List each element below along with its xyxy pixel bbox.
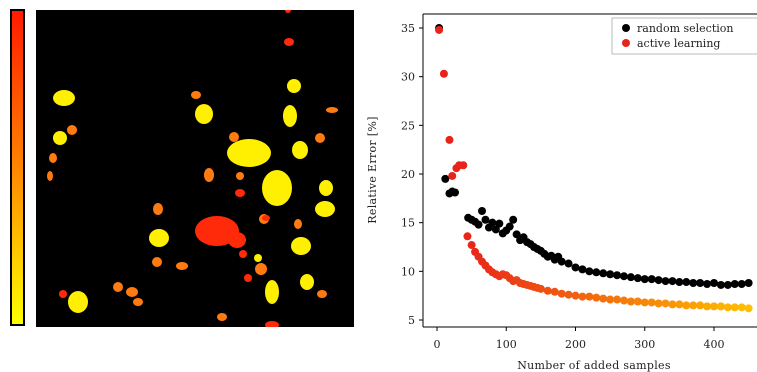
- point-active-learning: [724, 303, 732, 311]
- point-active-learning: [537, 285, 545, 293]
- point-random-selection: [745, 279, 753, 287]
- point-random-selection: [655, 276, 663, 284]
- y-tick-label: 35: [401, 22, 415, 35]
- point-random-selection: [717, 281, 725, 289]
- point-random-selection: [565, 260, 573, 268]
- point-active-learning: [738, 303, 746, 311]
- x-tick-label: 300: [634, 338, 655, 351]
- point-active-learning: [592, 294, 600, 302]
- point-random-selection: [634, 274, 642, 282]
- y-tick-label: 10: [401, 265, 415, 278]
- point-random-selection: [710, 279, 718, 287]
- series-random-selection: [435, 24, 753, 289]
- point-random-selection: [558, 258, 566, 266]
- legend: random selection active learning: [612, 18, 757, 54]
- point-random-selection: [451, 188, 459, 196]
- point-active-learning: [717, 302, 725, 310]
- point-random-selection: [620, 272, 628, 280]
- point-active-learning: [745, 304, 753, 312]
- point-active-learning: [565, 291, 573, 299]
- point-random-selection: [441, 175, 449, 183]
- point-active-learning: [448, 172, 456, 180]
- point-random-selection: [481, 216, 489, 224]
- point-active-learning: [682, 301, 690, 309]
- point-active-learning: [558, 290, 566, 298]
- y-tick-label: 20: [401, 168, 415, 181]
- point-random-selection: [578, 265, 586, 273]
- point-random-selection: [703, 280, 711, 288]
- y-tick-label: 30: [401, 71, 415, 84]
- point-random-selection: [731, 280, 739, 288]
- point-active-learning: [668, 300, 676, 308]
- point-active-learning: [459, 161, 467, 169]
- point-active-learning: [731, 303, 739, 311]
- point-active-learning: [703, 302, 711, 310]
- point-active-learning: [634, 298, 642, 306]
- point-active-learning: [585, 293, 593, 301]
- point-active-learning: [606, 296, 614, 304]
- point-random-selection: [509, 216, 517, 224]
- x-ticks: 0 100 200 300 400: [434, 327, 725, 351]
- point-active-learning: [620, 297, 628, 305]
- y-tick-label: 5: [408, 314, 415, 327]
- point-active-learning: [463, 232, 471, 240]
- x-tick-label: 200: [565, 338, 586, 351]
- point-active-learning: [675, 300, 683, 308]
- point-random-selection: [488, 219, 496, 227]
- point-random-selection: [606, 270, 614, 278]
- point-active-learning: [440, 70, 448, 78]
- point-random-selection: [738, 280, 746, 288]
- point-random-selection: [682, 278, 690, 286]
- point-random-selection: [662, 277, 670, 285]
- x-axis-label: Number of added samples: [517, 359, 671, 372]
- x-tick-label: 400: [704, 338, 725, 351]
- point-active-learning: [641, 298, 649, 306]
- point-active-learning: [551, 288, 559, 296]
- x-tick-label: 0: [434, 338, 441, 351]
- point-active-learning: [710, 302, 718, 310]
- point-active-learning: [578, 293, 586, 301]
- point-random-selection: [495, 220, 503, 228]
- point-random-selection: [627, 273, 635, 281]
- point-active-learning: [689, 301, 697, 309]
- point-active-learning: [468, 241, 476, 249]
- point-active-learning: [613, 296, 621, 304]
- point-random-selection: [668, 277, 676, 285]
- point-random-selection: [675, 278, 683, 286]
- point-active-learning: [599, 295, 607, 303]
- point-active-learning: [655, 299, 663, 307]
- point-active-learning: [662, 299, 670, 307]
- y-tick-label: 25: [401, 119, 415, 132]
- point-random-selection: [648, 275, 656, 283]
- point-random-selection: [572, 263, 580, 271]
- point-random-selection: [641, 275, 649, 283]
- legend-marker-random: [622, 24, 630, 32]
- point-random-selection: [599, 269, 607, 277]
- y-tick-label: 15: [401, 217, 415, 230]
- point-random-selection: [478, 207, 486, 215]
- point-random-selection: [696, 279, 704, 287]
- point-random-selection: [585, 267, 593, 275]
- point-random-selection: [689, 279, 697, 287]
- legend-label-random: random selection: [637, 22, 733, 35]
- point-active-learning: [435, 26, 443, 34]
- point-random-selection: [613, 271, 621, 279]
- y-axis-label: Relative Error [%]: [366, 116, 379, 223]
- legend-marker-active: [622, 39, 630, 47]
- point-active-learning: [572, 292, 580, 300]
- x-tick-label: 100: [496, 338, 517, 351]
- point-active-learning: [696, 301, 704, 309]
- point-random-selection: [724, 281, 732, 289]
- point-active-learning: [445, 136, 453, 144]
- y-ticks: 5 10 15 20 25 30 35: [401, 22, 423, 327]
- point-random-selection: [506, 223, 514, 231]
- legend-label-active: active learning: [637, 37, 720, 50]
- point-random-selection: [475, 221, 483, 229]
- point-active-learning: [648, 298, 656, 306]
- point-random-selection: [592, 268, 600, 276]
- point-active-learning: [627, 298, 635, 306]
- point-active-learning: [544, 287, 552, 295]
